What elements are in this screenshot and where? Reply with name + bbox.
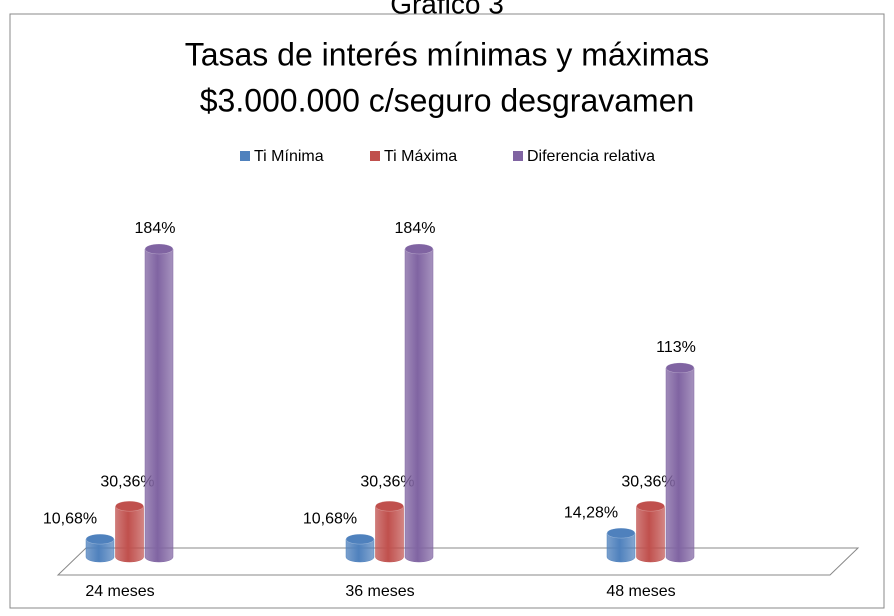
legend-swatch bbox=[513, 151, 523, 161]
legend-swatch bbox=[370, 151, 380, 161]
bar bbox=[606, 527, 636, 563]
data-label: 10,68% bbox=[43, 510, 97, 527]
floor bbox=[56, 547, 860, 576]
x-tick-label: 24 meses bbox=[85, 583, 154, 600]
data-label: 113% bbox=[656, 339, 696, 356]
bar bbox=[85, 533, 115, 563]
data-label: 30,36% bbox=[621, 473, 675, 490]
data-label: 184% bbox=[395, 220, 436, 237]
bar bbox=[345, 533, 375, 563]
x-tick-label: 48 meses bbox=[606, 583, 675, 600]
chart-title: $3.000.000 c/seguro desgravamen bbox=[200, 82, 695, 118]
legend-label: Diferencia relativa bbox=[527, 148, 655, 165]
legend-label: Ti Mínima bbox=[254, 148, 324, 165]
bar bbox=[144, 243, 174, 563]
data-label: 30,36% bbox=[100, 473, 154, 490]
legend-swatch bbox=[240, 151, 250, 161]
data-label: 10,68% bbox=[303, 510, 357, 527]
data-label: 30,36% bbox=[360, 473, 414, 490]
chart-title: Tasas de interés mínimas y máximas bbox=[185, 36, 710, 72]
heading: Gráfico 3 bbox=[390, 0, 504, 19]
bar bbox=[665, 362, 695, 563]
bar bbox=[115, 500, 144, 563]
data-label: 184% bbox=[135, 220, 176, 237]
bar bbox=[636, 500, 665, 563]
bar bbox=[375, 500, 404, 563]
data-label: 14,28% bbox=[564, 504, 618, 521]
x-tick-label: 36 meses bbox=[345, 583, 414, 600]
legend-label: Ti Máxima bbox=[384, 148, 457, 165]
bar bbox=[404, 243, 434, 563]
